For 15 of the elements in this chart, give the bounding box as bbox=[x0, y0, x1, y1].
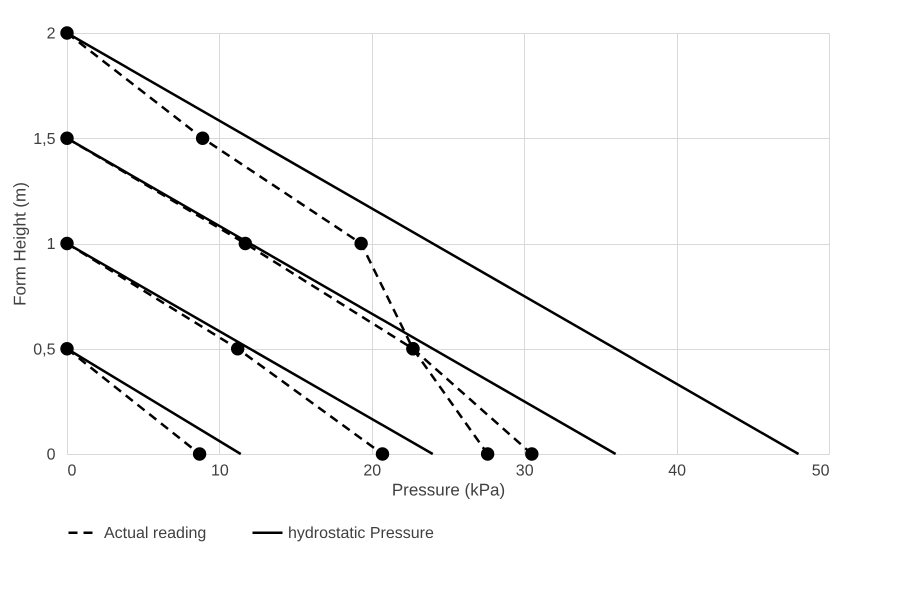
y-tick-label: 1,5 bbox=[33, 130, 56, 148]
x-tick-label: 30 bbox=[516, 462, 534, 480]
legend-label: Actual reading bbox=[104, 524, 206, 542]
x-tick-label: 10 bbox=[211, 462, 229, 480]
legend-label: hydrostatic Pressure bbox=[288, 524, 434, 542]
y-tick-label: 1 bbox=[46, 236, 56, 253]
x-tick-label: 50 bbox=[812, 462, 830, 480]
y-tick-label: 0,5 bbox=[33, 341, 56, 358]
x-tick-label: 20 bbox=[363, 462, 382, 480]
x-axis-title: Pressure (kPa) bbox=[392, 480, 506, 500]
x-tick-label: 0 bbox=[68, 462, 76, 480]
x-tick-label: 40 bbox=[668, 462, 686, 480]
y-axis-title: Form Height (m) bbox=[10, 182, 30, 306]
y-tick-label: 0 bbox=[46, 446, 56, 464]
y-tick-label: 2 bbox=[46, 26, 56, 42]
